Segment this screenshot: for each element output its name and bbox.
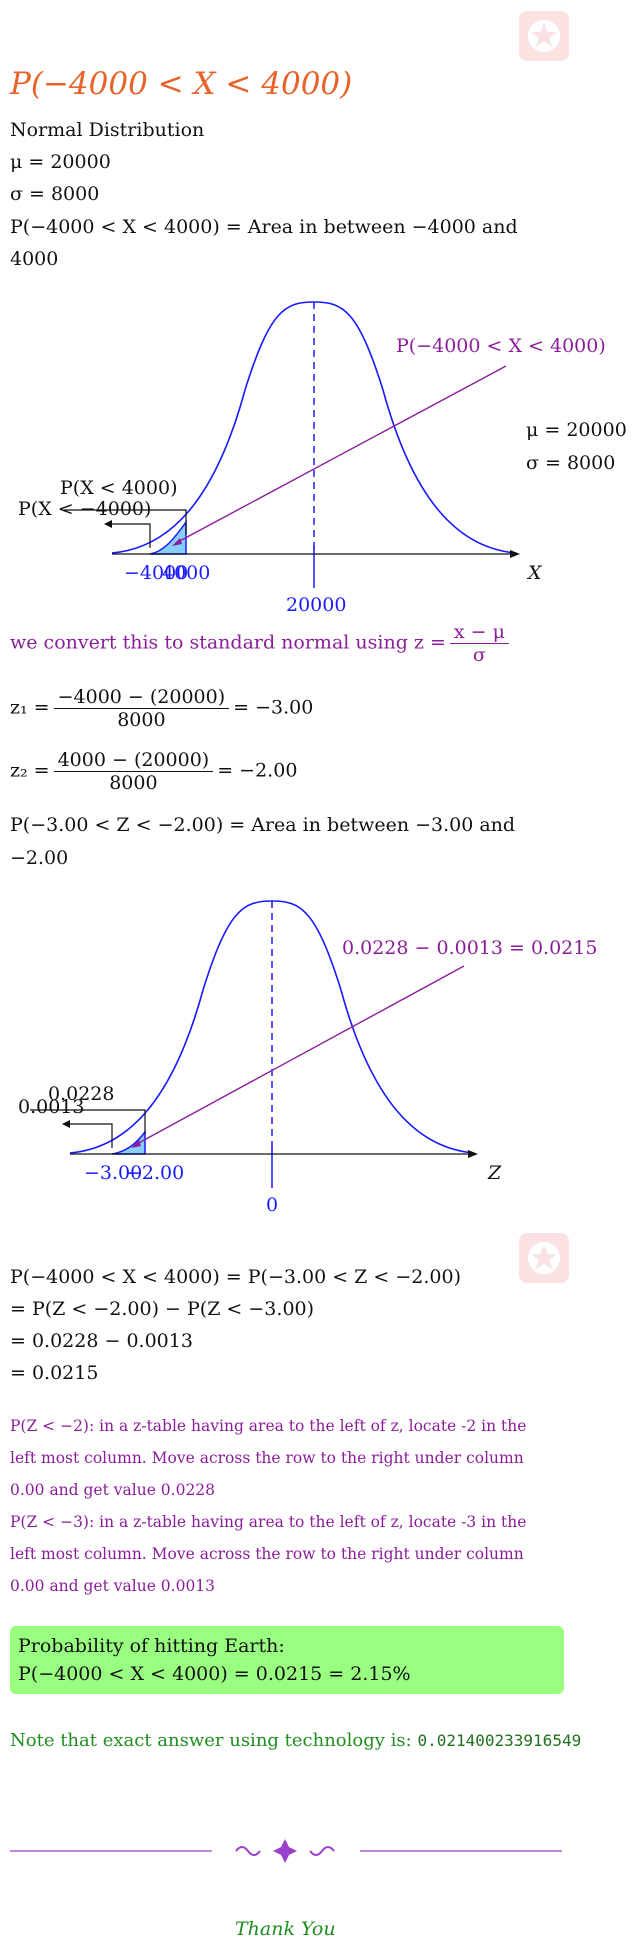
z2-lhs: z₂ =	[10, 759, 50, 782]
normal-curve-graph-z	[30, 900, 478, 1188]
graph1-center-label: 20000	[286, 594, 347, 616]
conversion-numerator: x − μ	[449, 621, 509, 644]
graph1-mu: μ = 20000	[526, 419, 627, 441]
note-line: left most column. Move across the row to…	[10, 1545, 524, 1563]
graph2-left-label-1: 0.0228	[48, 1083, 115, 1105]
z2-fraction: 4000 − (20000) 8000	[53, 749, 214, 794]
graph1-top-label: P(−4000 < X < 4000)	[396, 335, 606, 357]
conversion-lhs: z =	[413, 631, 446, 654]
z2-numerator: 4000 − (20000)	[53, 749, 214, 772]
step-1: P(−4000 < X < 4000) = P(−3.00 < Z < −2.0…	[10, 1266, 462, 1288]
axis-arrow	[510, 550, 520, 558]
z1-result: = −3.00	[233, 696, 314, 719]
graph2-left-label-2: 0.0013	[18, 1096, 85, 1118]
pointer-line	[134, 965, 465, 1146]
z2-result: = −2.00	[217, 759, 298, 782]
technology-note-value: 0.021400233916549	[417, 1731, 582, 1750]
note-line: 0.00 and get value 0.0013	[10, 1577, 216, 1595]
conversion-denominator: σ	[472, 644, 486, 666]
z2-equation: z₂ = 4000 − (20000) 8000 = −2.00	[10, 749, 297, 794]
ornament-divider	[10, 1839, 562, 1863]
graph2-center-label: 0	[266, 1194, 279, 1216]
z1-numerator: −4000 − (20000)	[53, 686, 230, 709]
normal-curve-graph-x	[64, 301, 520, 588]
z1-lhs: z₁ =	[10, 696, 50, 719]
graph2-tick-a: −3.00	[84, 1162, 143, 1184]
z1-denominator: 8000	[117, 709, 166, 731]
thank-you: Thank You	[235, 1918, 336, 1940]
step-2: = P(Z < −2.00) − P(Z < −3.00)	[10, 1298, 315, 1320]
answer-heading: Probability of hitting Earth:	[18, 1635, 285, 1657]
area-statement-line2: 4000	[10, 248, 59, 270]
note-line: 0.00 and get value 0.0228	[10, 1481, 216, 1499]
conversion-text: we convert this to standard normal using	[10, 631, 408, 654]
graph1-left-label-2: P(X < −4000)	[18, 498, 152, 520]
graph2-axis-label: Z	[488, 1162, 502, 1184]
z1-fraction: −4000 − (20000) 8000	[53, 686, 230, 731]
graph1-tick-a: −4000	[124, 562, 189, 584]
distribution-label: Normal Distribution	[10, 119, 205, 141]
step-3: = 0.0228 − 0.0013	[10, 1330, 193, 1352]
conversion-formula: we convert this to standard normal using…	[10, 621, 513, 666]
graph2-tick-b: −2.00	[126, 1162, 185, 1184]
technology-note-text: Note that exact answer using technology …	[10, 1730, 412, 1751]
note-line: P(Z < −3): in a z-table having area to t…	[10, 1513, 527, 1531]
step-4: = 0.0215	[10, 1362, 99, 1384]
graph1-tick-b: 4000	[162, 562, 211, 584]
shaded-area	[149, 519, 187, 555]
technology-note: Note that exact answer using technology …	[10, 1730, 581, 1752]
z2-denominator: 8000	[109, 772, 158, 794]
graph1-sigma: σ = 8000	[526, 452, 616, 474]
graph1-left-label-1: P(X < 4000)	[60, 477, 178, 499]
area-statement-line1: P(−4000 < X < 4000) = Area in between −4…	[10, 216, 518, 238]
z1-equation: z₁ = −4000 − (20000) 8000 = −3.00	[10, 686, 313, 731]
graph2-top-label: 0.0228 − 0.0013 = 0.0215	[342, 937, 598, 959]
watermark-star-icon	[519, 1233, 569, 1283]
axis-arrow	[468, 1150, 478, 1158]
watermark-star-icon	[519, 11, 569, 61]
answer-value: P(−4000 < X < 4000) = 0.0215 = 2.15%	[18, 1663, 411, 1685]
note-line: left most column. Move across the row to…	[10, 1449, 524, 1467]
answer-box: Probability of hitting Earth: P(−4000 < …	[10, 1626, 564, 1694]
area2-line1: P(−3.00 < Z < −2.00) = Area in between −…	[10, 814, 516, 836]
mu-value: μ = 20000	[10, 151, 111, 173]
page-title: P(−4000 < X < 4000)	[10, 66, 353, 102]
note-block: P(Z < −2): in a z-table having area to t…	[10, 1410, 526, 1602]
graph1-axis-label: X	[528, 562, 542, 584]
note-line: P(Z < −2): in a z-table having area to t…	[10, 1417, 527, 1435]
area2-line2: −2.00	[10, 847, 69, 869]
pointer-line	[175, 365, 507, 544]
sigma-value: σ = 8000	[10, 183, 100, 205]
